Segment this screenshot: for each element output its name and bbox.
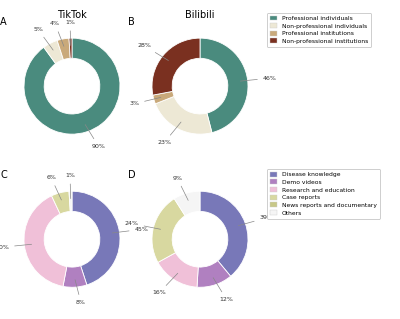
Text: TikTok: TikTok xyxy=(57,10,87,19)
Text: 40%: 40% xyxy=(0,244,32,250)
Wedge shape xyxy=(158,253,198,287)
Legend: Professional individuals, Non-professional individuals, Professional institution: Professional individuals, Non-profession… xyxy=(267,12,371,47)
Wedge shape xyxy=(69,191,72,211)
Wedge shape xyxy=(57,38,70,60)
Text: 28%: 28% xyxy=(137,43,168,61)
Wedge shape xyxy=(200,191,248,276)
Text: 16%: 16% xyxy=(152,273,178,295)
Text: B: B xyxy=(128,17,135,26)
Wedge shape xyxy=(24,38,120,134)
Text: 90%: 90% xyxy=(85,124,106,149)
Wedge shape xyxy=(63,266,87,287)
Text: 45%: 45% xyxy=(112,227,148,233)
Text: 8%: 8% xyxy=(75,280,86,305)
Text: 12%: 12% xyxy=(213,278,234,302)
Text: C: C xyxy=(0,170,7,180)
Wedge shape xyxy=(155,96,212,134)
Wedge shape xyxy=(152,199,185,262)
Text: 46%: 46% xyxy=(240,76,277,81)
Wedge shape xyxy=(24,196,67,286)
Wedge shape xyxy=(153,91,174,104)
Wedge shape xyxy=(174,191,200,216)
Text: 6%: 6% xyxy=(46,175,62,200)
Text: 23%: 23% xyxy=(157,122,181,145)
Text: D: D xyxy=(128,170,136,180)
Text: 5%: 5% xyxy=(33,27,53,50)
Wedge shape xyxy=(152,38,200,95)
Text: Bilibili: Bilibili xyxy=(185,10,215,19)
Text: A: A xyxy=(0,17,7,26)
Text: 3%: 3% xyxy=(129,97,161,106)
Wedge shape xyxy=(72,191,120,285)
Text: 1%: 1% xyxy=(65,20,75,45)
Legend: Disease knowledge, Demo videos, Research and education, Case reports, News repor: Disease knowledge, Demo videos, Research… xyxy=(267,169,380,219)
Text: 39%: 39% xyxy=(238,215,274,226)
Wedge shape xyxy=(200,38,248,133)
Wedge shape xyxy=(197,261,230,287)
Text: 24%: 24% xyxy=(125,221,160,229)
Wedge shape xyxy=(69,38,72,58)
Wedge shape xyxy=(44,41,63,63)
Text: 1%: 1% xyxy=(65,174,75,198)
Text: 9%: 9% xyxy=(172,176,188,200)
Wedge shape xyxy=(52,191,70,214)
Text: 4%: 4% xyxy=(50,21,64,46)
